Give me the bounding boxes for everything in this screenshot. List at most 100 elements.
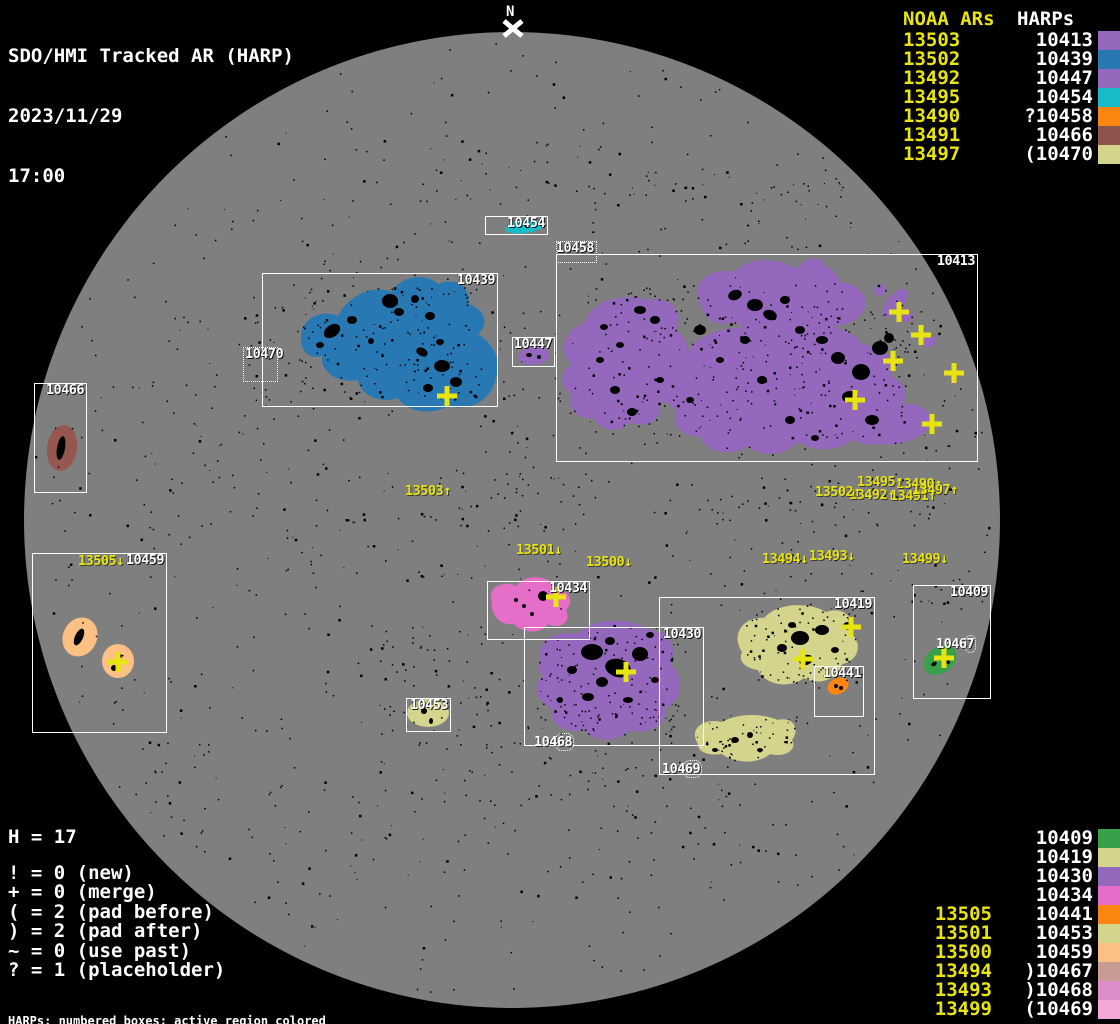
noaa-label-13500: 13500↓ [586, 554, 632, 570]
noaa-ar-number: 13494 [934, 960, 992, 982]
noaa-label-13491: 13491↑ [890, 488, 936, 504]
ar-blob-10413-main [666, 324, 908, 454]
legend-row-10468: 13493)10468 [900, 981, 1120, 1000]
harp-number: 10413 [1035, 29, 1093, 51]
noaa-column-header: NOAA ARs [903, 8, 995, 30]
legend-row-10469: 13499 (10469 [900, 1000, 1120, 1019]
legend-row-10467: 13494)10467 [900, 962, 1120, 981]
noaa-label-13501: 13501↓ [516, 542, 562, 558]
harp-number: 10459 [1035, 941, 1093, 963]
legend-row-10466: 13491 10466 [900, 126, 1120, 145]
harp-marker-10468: 10468 [534, 733, 575, 751]
ar-blob-10413-ext [859, 403, 931, 445]
ar-blob-10413-spot1 [799, 258, 825, 278]
harp-marker-10469: 10469 [662, 760, 703, 778]
harp-number: )10468 [1024, 979, 1093, 1001]
harp-number: 10430 [1035, 865, 1093, 887]
ar-blob-10413-upper [697, 260, 866, 332]
ar-blob-10413-knob [874, 284, 886, 296]
noaa-label-13492: 13492↑ [849, 487, 895, 503]
harp-box-label-10413: 10413 [936, 253, 976, 269]
legend-row-10430: 10430 [900, 867, 1120, 886]
noaa-ar-number: 13500 [934, 941, 992, 963]
legend-row-10459: 13500 10459 [900, 943, 1120, 962]
legend-row-10447: 13492 10447 [900, 69, 1120, 88]
harp-number: 10409 [1035, 827, 1093, 849]
ar-blob-10413-hook [882, 288, 908, 318]
harp-color-swatch [1098, 981, 1120, 1000]
harp-color-swatch [1098, 126, 1120, 145]
harp-box-label-10441: 10441 [822, 665, 862, 681]
harp-marker-ring: 68 [554, 733, 575, 751]
stats-line: + = 0 (merge) [8, 881, 157, 904]
ar-blob-10419-lower [694, 715, 796, 762]
harp-box-10441: 10441 [814, 666, 864, 717]
legend-row-10470: 13497 (10470 [900, 145, 1120, 164]
noaa-ar-number: 13490 [903, 105, 961, 127]
harp-number: 10466 [1035, 124, 1093, 146]
harp-box-label-10434: 10434 [548, 580, 588, 596]
north-pole-marker [502, 19, 524, 38]
time-line: 17:00 [8, 165, 66, 187]
noaa-ar-number: 13495 [903, 86, 961, 108]
noaa-ar-number: 13499 [934, 998, 992, 1020]
harp-number: 10419 [1035, 846, 1093, 868]
harp-number: (10469 [1024, 998, 1093, 1020]
ar-blob-10454 [505, 219, 543, 234]
noaa-label-13497: 13497↑ [912, 482, 958, 498]
legend-row-10441: 13505 10441 [900, 905, 1120, 924]
ar-blob-10413-spot2 [921, 334, 937, 348]
harp-color-swatch [1098, 1000, 1120, 1019]
noaa-label-13490: 13490↑ [896, 476, 942, 492]
harp-color-swatch [1098, 145, 1120, 164]
harp-box-10434: 10434 [487, 581, 590, 640]
stats-line: ~ = 0 (use past) [8, 939, 192, 962]
harp-color-swatch [1098, 867, 1120, 886]
noaa-label-13493: 13493↓ [809, 548, 855, 564]
harp-box-10447: 10447 [512, 337, 555, 367]
harp-marker-text: 1046 [936, 636, 967, 652]
harp-color-swatch [1098, 886, 1120, 905]
stats-line: ! = 0 (new) [8, 862, 134, 884]
noaa-label-13502: 13502↑ [815, 484, 861, 500]
legend-row-10439: 13502 10439 [900, 50, 1120, 69]
legend-row-10409: 10409 [900, 829, 1120, 848]
harp-color-swatch [1098, 50, 1120, 69]
harp-box-10454: 10454 [485, 216, 548, 235]
harp-box-10439: 10439 [262, 273, 498, 407]
noaa-crosses [108, 302, 964, 682]
harp-box-10413: 10413 [556, 254, 978, 462]
solar-disk [24, 32, 1000, 1008]
harp-number: ?10458 [1024, 105, 1093, 127]
noaa-label-13503: 13503↑ [405, 483, 451, 499]
harp-box-label-10454: 10454 [506, 215, 546, 231]
noaa-ar-number: 13492 [903, 67, 961, 89]
harp-box-10458: 10458 [556, 241, 597, 263]
noaa-label-13499: 13499↓ [902, 551, 948, 567]
harp-color-swatch [1098, 829, 1120, 848]
legend-row-10458: 13490 ?10458 [900, 107, 1120, 126]
stats-legend: ! = 0 (new) + = 0 (merge)( = 2 (pad befor… [8, 862, 225, 980]
noaa-label-13495: 13495↑ [857, 474, 903, 490]
harp-box-label-10470: 10470 [245, 346, 284, 362]
harp-number: 10453 [1035, 922, 1093, 944]
harp-color-swatch [1098, 31, 1120, 50]
harp-box-10459: 10459 [32, 553, 167, 733]
harp-box-10419: 10419 [659, 597, 875, 775]
harp-box-10466: 10466 [34, 383, 87, 493]
plot-title: SDO/HMI Tracked AR (HARP) 2023/11/29 17:… [8, 6, 294, 226]
footnote-harps: HARPs: numbered boxes; active region col… [8, 1014, 326, 1024]
ar-blob-10413-left [562, 296, 688, 430]
harp-number: 10434 [1035, 884, 1093, 906]
stats-line: ( = 2 (pad before) [8, 900, 214, 923]
date-line: 2023/11/29 [8, 105, 123, 127]
harp-column-header: HARPs [1017, 8, 1075, 30]
stats-line: ) = 2 (pad after) [8, 920, 203, 943]
harp-marker-10467: 10467 [936, 635, 977, 653]
ar-blob-10447 [518, 346, 550, 366]
ar-blob-10419-upper [737, 605, 858, 685]
noaa-ar-number: 13505 [934, 903, 992, 925]
noaa-ar-number: 13501 [934, 922, 992, 944]
footnotes: HARPs: numbered boxes; active region col… [8, 990, 427, 1024]
